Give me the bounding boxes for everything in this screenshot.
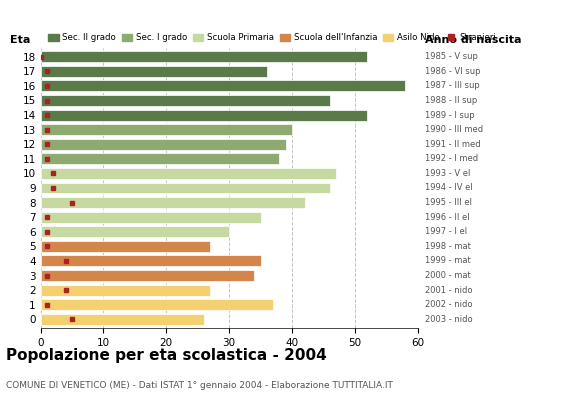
Bar	[41, 314, 204, 325]
Bar	[41, 241, 210, 252]
Bar	[41, 80, 405, 91]
Text: COMUNE DI VENETICO (ME) - Dati ISTAT 1° gennaio 2004 - Elaborazione TUTTITALIA.I: COMUNE DI VENETICO (ME) - Dati ISTAT 1° …	[6, 381, 393, 390]
Bar	[41, 182, 329, 194]
Text: 1985 - V sup: 1985 - V sup	[425, 52, 478, 61]
Text: 1986 - VI sup: 1986 - VI sup	[425, 67, 481, 76]
Bar	[41, 256, 260, 266]
Bar	[41, 110, 367, 120]
Bar	[41, 212, 260, 223]
Text: 1987 - III sup: 1987 - III sup	[425, 82, 480, 90]
Text: 1997 - I el: 1997 - I el	[425, 227, 467, 236]
Legend: Sec. II grado, Sec. I grado, Scuola Primaria, Scuola dell'Infanzia, Asilo Nido, : Sec. II grado, Sec. I grado, Scuola Prim…	[45, 30, 499, 46]
Text: Eta: Eta	[10, 35, 31, 45]
Text: 1990 - III med: 1990 - III med	[425, 125, 483, 134]
Bar	[41, 153, 280, 164]
Text: 1989 - I sup: 1989 - I sup	[425, 110, 475, 120]
Text: 1998 - mat: 1998 - mat	[425, 242, 471, 251]
Text: 1992 - I med: 1992 - I med	[425, 154, 478, 163]
Text: 1993 - V el: 1993 - V el	[425, 169, 470, 178]
Text: 1996 - II el: 1996 - II el	[425, 213, 470, 222]
Bar	[41, 226, 229, 237]
Text: 1995 - III el: 1995 - III el	[425, 198, 472, 207]
Text: 1991 - II med: 1991 - II med	[425, 140, 481, 149]
Bar	[41, 197, 305, 208]
Bar	[41, 95, 329, 106]
Bar	[41, 139, 285, 150]
Bar	[41, 124, 292, 135]
Text: 1999 - mat: 1999 - mat	[425, 256, 471, 266]
Bar	[41, 299, 273, 310]
Text: Anno di nascita: Anno di nascita	[425, 35, 521, 45]
Text: 1994 - IV el: 1994 - IV el	[425, 184, 473, 192]
Bar	[41, 168, 336, 179]
Bar	[41, 66, 267, 77]
Bar	[41, 285, 210, 296]
Text: 2003 - nido: 2003 - nido	[425, 315, 473, 324]
Text: Popolazione per eta scolastica - 2004: Popolazione per eta scolastica - 2004	[6, 348, 327, 363]
Text: 1988 - II sup: 1988 - II sup	[425, 96, 477, 105]
Text: 2000 - mat: 2000 - mat	[425, 271, 471, 280]
Bar	[41, 270, 254, 281]
Bar	[41, 51, 367, 62]
Text: 2002 - nido: 2002 - nido	[425, 300, 473, 309]
Text: 2001 - nido: 2001 - nido	[425, 286, 473, 294]
